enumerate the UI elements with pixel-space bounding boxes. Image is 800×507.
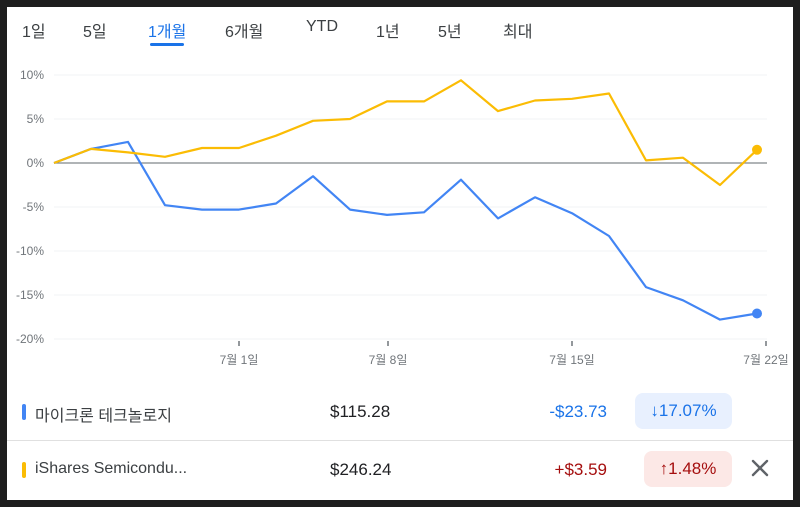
- series-change: -$23.73: [549, 402, 607, 421]
- remove-comparison-button[interactable]: [747, 455, 773, 481]
- arrow-up-icon: ↑: [659, 459, 669, 478]
- tab-label: 1일: [22, 24, 46, 41]
- tab-1y[interactable]: 1년: [376, 18, 400, 42]
- series-endpoint-ishares: [752, 144, 762, 155]
- series-color-swatch: [22, 404, 26, 420]
- tab-label: 1개월: [148, 24, 187, 41]
- percent-value: 17.07%: [658, 401, 717, 420]
- series-price: $246.24: [330, 460, 392, 479]
- series-line-micron: [53, 140, 758, 321]
- tab-label: 5년: [438, 24, 462, 41]
- tab-label: 6개월: [225, 24, 264, 41]
- y-tick-label: 0%: [26, 156, 44, 170]
- series-line-ishares: [53, 79, 758, 187]
- gridlines: [54, 74, 767, 340]
- tab-max[interactable]: 최대: [503, 18, 532, 42]
- line-chart[interactable]: [7, 7, 793, 382]
- legend-row-micron[interactable]: 마이크론 테크놀로지 $115.28 -$23.73 ↓17.07%: [7, 383, 793, 439]
- tab-label: YTD: [306, 18, 338, 35]
- series-price: $115.28: [330, 402, 391, 421]
- series-name: iShares Semicondu...: [35, 460, 188, 477]
- close-icon: [751, 459, 769, 477]
- tab-label: 5일: [83, 24, 107, 41]
- time-range-tabs: 1일 5일 1개월 6개월 YTD 1년 5년 최대: [7, 7, 793, 51]
- y-tick-label: -5%: [22, 200, 44, 214]
- x-ticks: [238, 341, 767, 346]
- x-tick-label: 7월 22일: [743, 353, 789, 367]
- tab-1d[interactable]: 1일: [22, 18, 46, 42]
- percent-change-badge: ↓17.07%: [635, 393, 732, 429]
- tab-5y[interactable]: 5년: [438, 18, 462, 42]
- percent-value: 1.48%: [668, 459, 717, 478]
- x-tick-label: 7월 8일: [368, 353, 408, 367]
- tab-5d[interactable]: 5일: [83, 18, 107, 42]
- tab-label: 최대: [503, 24, 533, 41]
- arrow-down-icon: ↓: [650, 401, 659, 420]
- series-change: +$3.59: [554, 460, 607, 479]
- y-tick-label: -15%: [15, 288, 44, 302]
- series-name: 마이크론 테크놀로지: [35, 408, 172, 425]
- tab-label: 1년: [376, 24, 400, 41]
- x-tick-label: 7월 1일: [219, 353, 259, 367]
- series-endpoint-micron: [752, 308, 762, 319]
- tab-6m[interactable]: 6개월: [225, 18, 263, 42]
- y-tick-label: -10%: [15, 244, 44, 258]
- tab-1m[interactable]: 1개월: [148, 18, 187, 46]
- tab-ytd[interactable]: YTD: [306, 18, 338, 36]
- percent-change-badge: ↑1.48%: [644, 451, 732, 487]
- comparison-panel: 1일 5일 1개월 6개월 YTD 1년 5년 최대 10% 5% 0% -5%…: [7, 7, 793, 500]
- y-tick-label: 5%: [26, 112, 44, 126]
- series-color-swatch: [22, 462, 26, 478]
- legend-row-ishares[interactable]: iShares Semicondu... $246.24 +$3.59 ↑1.4…: [7, 440, 793, 497]
- y-tick-label: -20%: [15, 332, 44, 346]
- y-tick-label: 10%: [19, 68, 44, 82]
- x-tick-label: 7월 15일: [549, 353, 595, 367]
- active-tab-underline: [150, 43, 185, 46]
